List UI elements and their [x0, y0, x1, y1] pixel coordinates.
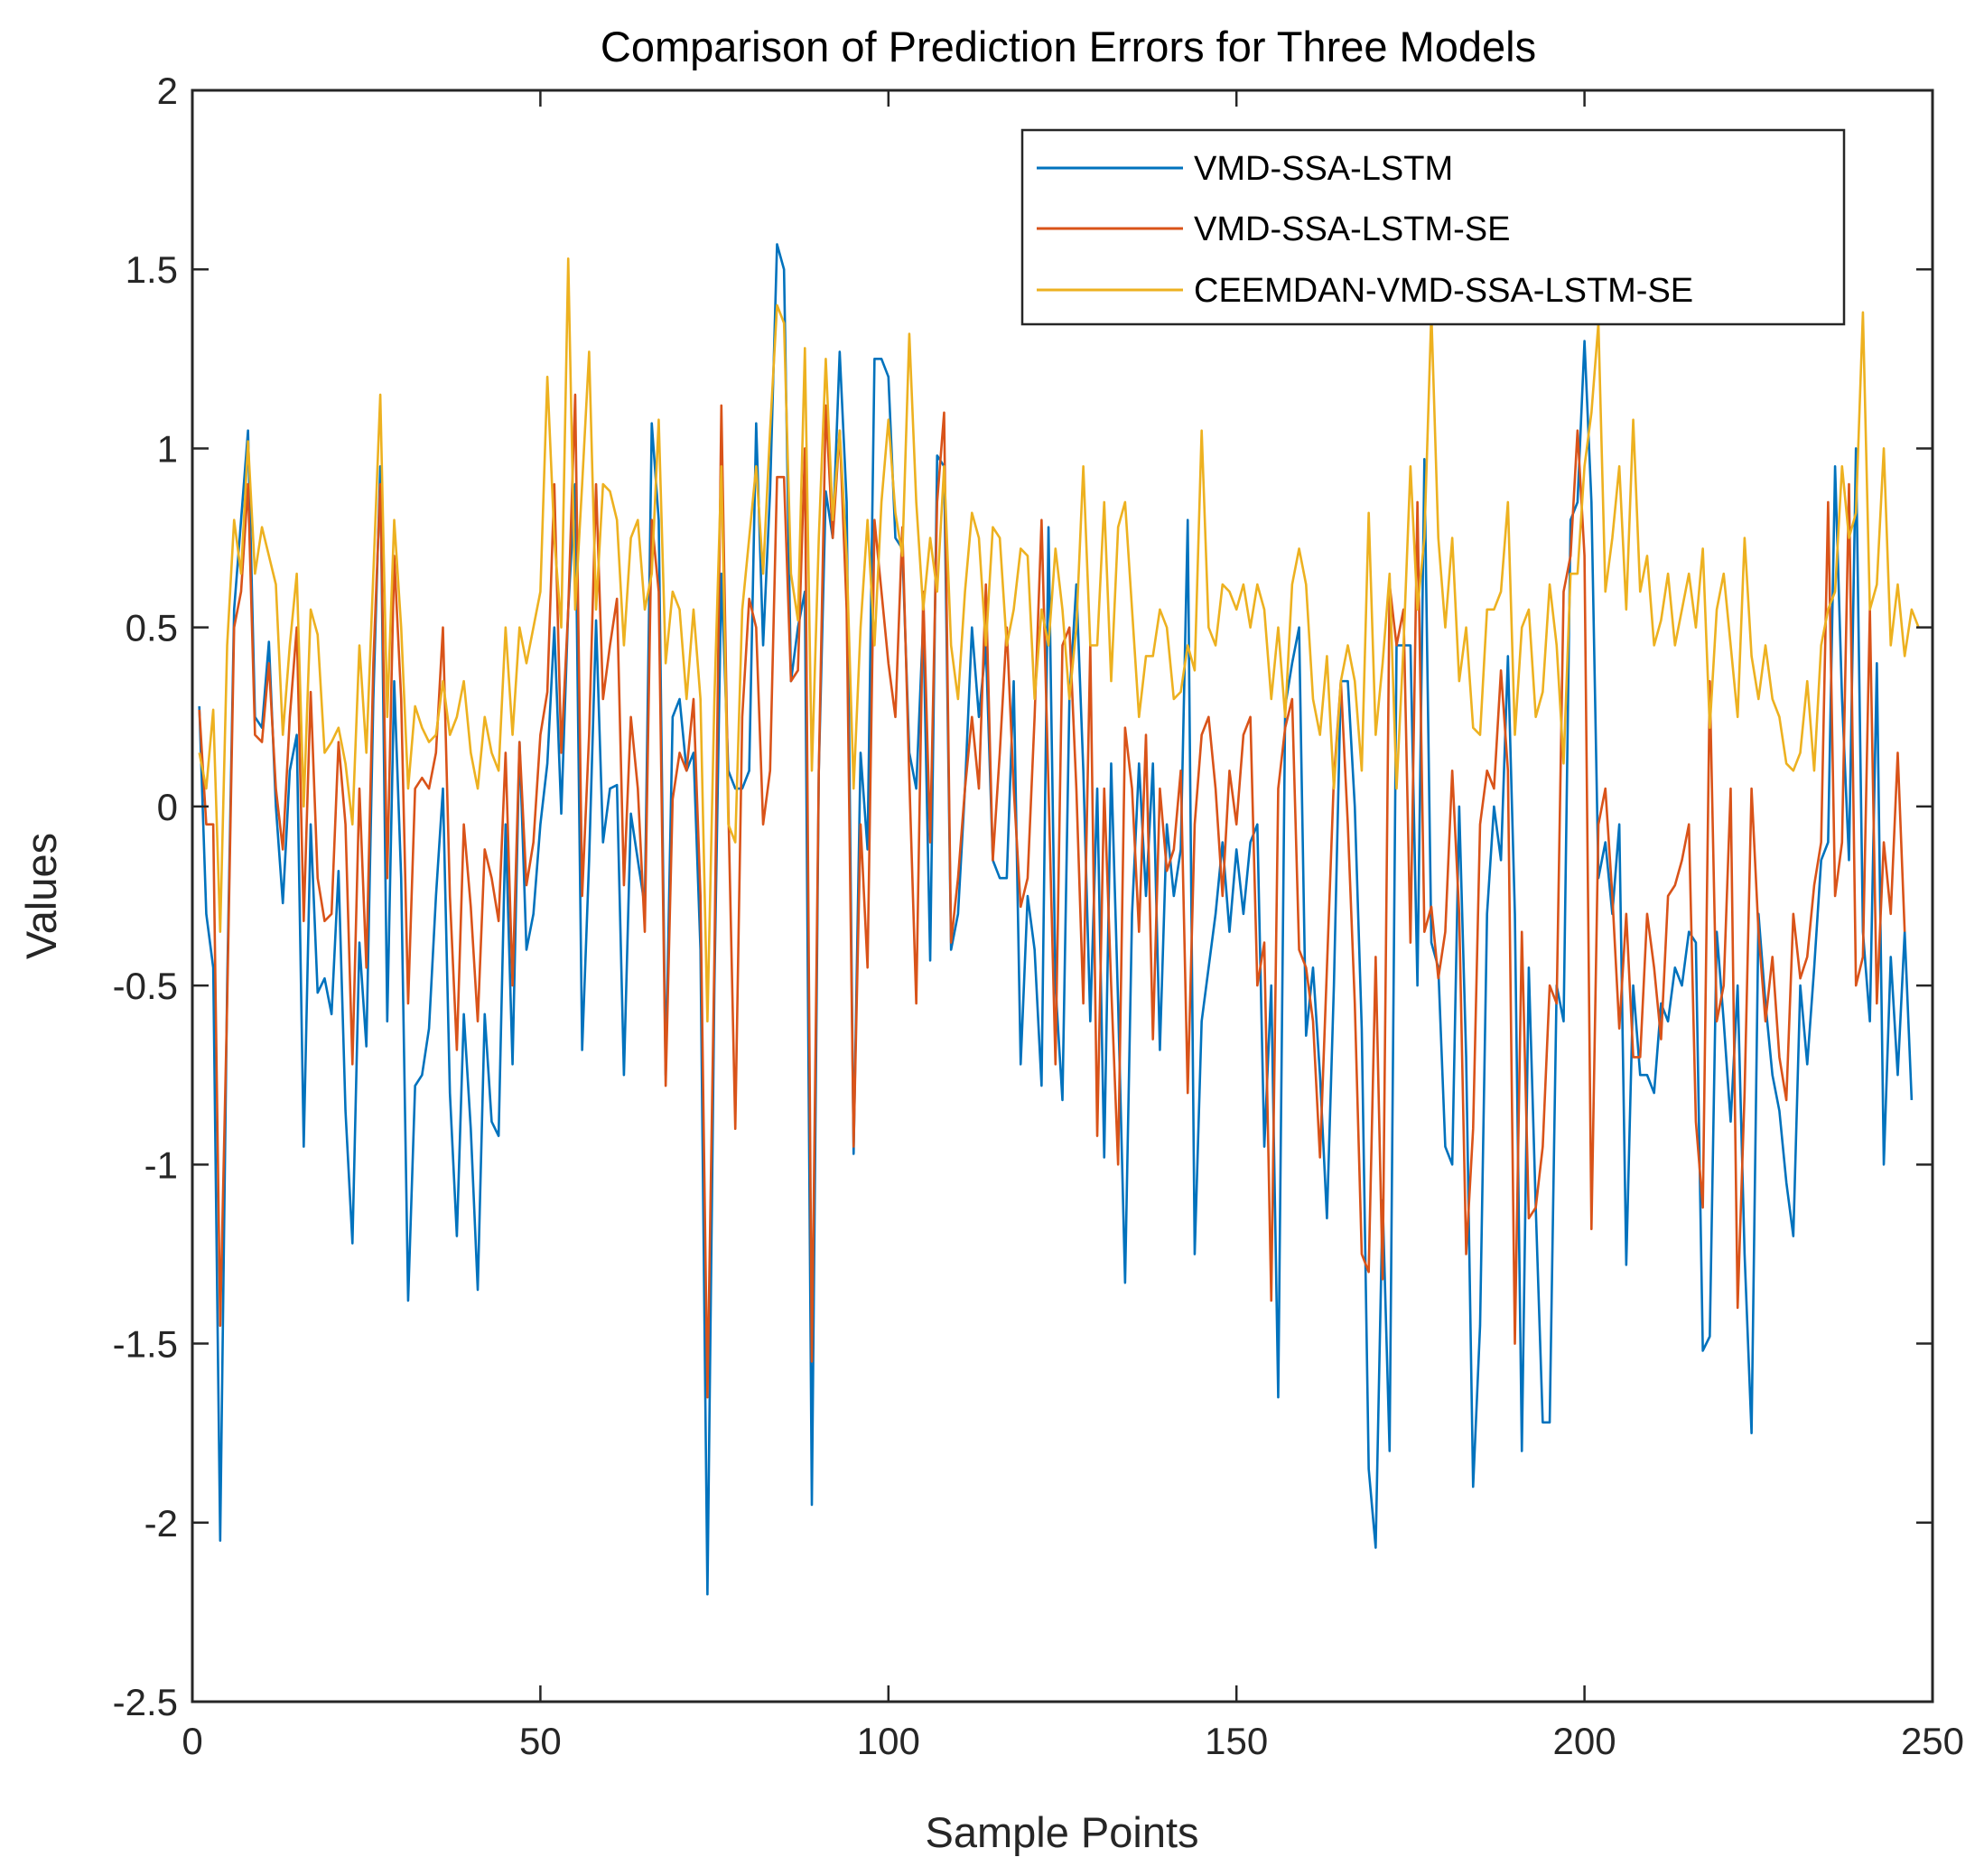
- y-tick-label: -1.5: [113, 1323, 178, 1366]
- x-tick-label: 50: [519, 1720, 562, 1762]
- y-tick-label: -2.5: [113, 1681, 178, 1723]
- y-axis-label: Values: [17, 833, 65, 959]
- axes-layer: [191, 89, 1934, 1703]
- y-tick-label: 2: [157, 70, 178, 112]
- y-tick-label: 1.5: [126, 248, 178, 291]
- y-tick-label: -1: [144, 1143, 178, 1186]
- y-ticks: -2.5 -2 -1.5 -1 -0.5 0 0.5 1 1.5 2: [113, 70, 1933, 1723]
- legend-label-vmd-ssa-lstm: VMD-SSA-LSTM: [1194, 150, 1453, 188]
- y-tick-label: 0.5: [126, 607, 178, 649]
- chart-title: Comparison of Prediction Errors for Thre…: [601, 23, 1536, 70]
- x-tick-label: 250: [1901, 1720, 1964, 1762]
- legend-label-ceemdan-vmd-ssa-lstm-se: CEEMDAN-VMD-SSA-LSTM-SE: [1194, 272, 1693, 310]
- plot-area: [192, 90, 1933, 1702]
- y-tick-label: 1: [157, 427, 178, 470]
- plot-frame: [191, 89, 1934, 1703]
- x-tick-label: 0: [182, 1720, 202, 1762]
- x-tick-label: 200: [1553, 1720, 1616, 1762]
- series-line-vmd-ssa-lstm-se: [198, 393, 1906, 1399]
- y-tick-label: -2: [144, 1502, 178, 1545]
- x-tick-label: 100: [857, 1720, 920, 1762]
- y-tick-label: 0: [157, 786, 178, 828]
- series-layer: [198, 243, 1920, 1596]
- series-line-ceemdan-vmd-ssa-lstm-se: [198, 257, 1920, 1023]
- legend-label-vmd-ssa-lstm-se: VMD-SSA-LSTM-SE: [1194, 210, 1510, 248]
- y-tick-label: -0.5: [113, 965, 178, 1007]
- x-axis-label: Sample Points: [925, 1808, 1198, 1856]
- x-tick-label: 150: [1205, 1720, 1268, 1762]
- legend: VMD-SSA-LSTM VMD-SSA-LSTM-SE CEEMDAN-VMD…: [1020, 128, 1846, 326]
- x-ticks: 0 50 100 150 200 250: [182, 90, 1964, 1762]
- series-line-vmd-ssa-lstm: [198, 243, 1914, 1596]
